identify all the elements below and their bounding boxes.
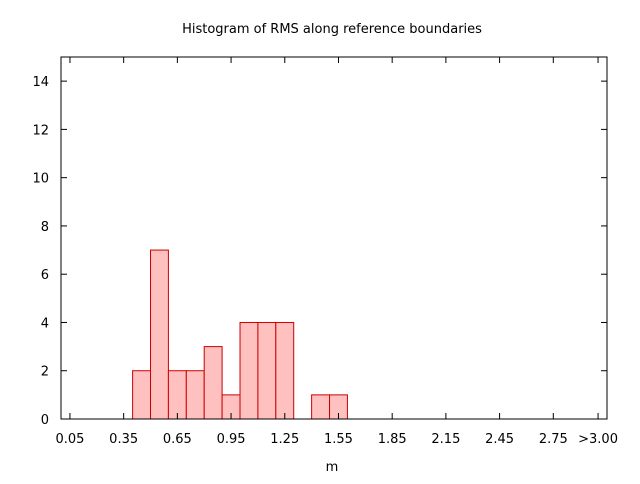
x-tick-label: 1.85 bbox=[378, 432, 407, 447]
histogram-bar bbox=[167, 370, 187, 420]
x-tick-label: 0.35 bbox=[109, 432, 138, 447]
y-tick-label: 0 bbox=[41, 413, 49, 428]
x-tick-label: 0.65 bbox=[163, 432, 192, 447]
y-tick-label: 6 bbox=[41, 268, 49, 283]
histogram-bar bbox=[311, 394, 331, 420]
x-tick-label: 0.95 bbox=[217, 432, 246, 447]
x-tick-label: 0.05 bbox=[55, 432, 84, 447]
histogram-bar bbox=[275, 321, 295, 420]
histogram-bar bbox=[185, 370, 205, 420]
x-tick-label: 2.75 bbox=[539, 432, 568, 447]
histogram-bar bbox=[132, 370, 152, 420]
y-tick-label: 12 bbox=[32, 123, 49, 138]
histogram-bar bbox=[239, 321, 259, 420]
x-tick-label: 1.25 bbox=[270, 432, 299, 447]
x-tick-label: 2.45 bbox=[485, 432, 514, 447]
x-tick-label: 2.15 bbox=[431, 432, 460, 447]
x-tick-label: 1.55 bbox=[324, 432, 353, 447]
y-tick-label: 8 bbox=[41, 220, 49, 235]
histogram-bar bbox=[150, 249, 169, 420]
y-tick-label: 14 bbox=[32, 75, 49, 90]
y-tick-label: 10 bbox=[32, 172, 49, 187]
chart-title: Histogram of RMS along reference boundar… bbox=[182, 22, 482, 37]
plot-frame bbox=[60, 56, 608, 420]
x-axis-ticks: 0.05 0.35 0.65 0.95 1.25 1.55 1.85 2.15 2.45 2.75… bbox=[55, 57, 618, 447]
histogram-bar bbox=[203, 346, 223, 420]
x-axis-label: m bbox=[326, 460, 339, 475]
x-tick-label: >3.00 bbox=[578, 432, 618, 447]
y-tick-label: 2 bbox=[41, 365, 49, 380]
histogram-bars bbox=[132, 249, 348, 420]
histogram-bar bbox=[257, 321, 277, 420]
y-tick-label: 4 bbox=[41, 316, 49, 331]
